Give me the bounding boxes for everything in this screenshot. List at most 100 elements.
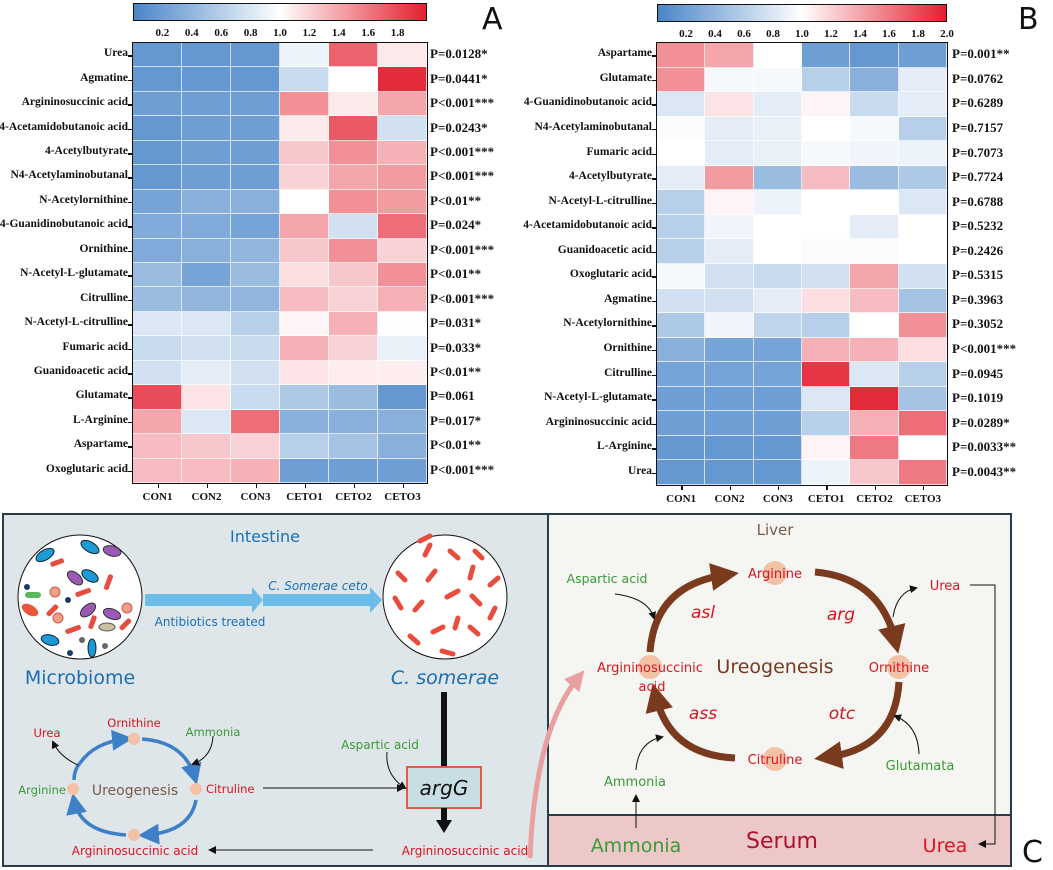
- row-tick: [652, 276, 657, 278]
- p-value: P=0.024*: [430, 217, 482, 233]
- column-label: CETO1: [286, 491, 323, 503]
- heatmap-cell: [753, 435, 802, 461]
- p-value: P=0.3052: [952, 316, 1004, 332]
- heatmap-cell: [280, 311, 329, 337]
- heatmap-cell: [753, 239, 802, 264]
- heatmap-cell: [850, 67, 899, 93]
- heatmap-cell: [133, 385, 182, 410]
- row-tick: [652, 472, 657, 475]
- heatmap-cell: [378, 385, 427, 410]
- heatmap-cell: [753, 190, 802, 215]
- row-tick: [128, 299, 133, 302]
- column-tick: [402, 483, 404, 488]
- column-label: CON3: [240, 491, 271, 503]
- heatmap-cell: [182, 238, 231, 263]
- heatmap-cell: [133, 263, 182, 288]
- urea-label-small: Urea: [33, 726, 60, 740]
- heatmap-cell: [231, 91, 280, 117]
- p-value: P=0.0289*: [952, 414, 1010, 430]
- row-tick: [652, 448, 657, 450]
- heatmap-cell: [657, 116, 706, 142]
- heatmap-cell: [329, 91, 378, 117]
- colorbar-tick-label: 2.0: [940, 28, 954, 40]
- heatmap-cell: [802, 386, 851, 412]
- heatmap-cell: [133, 91, 182, 117]
- heatmap-cell: [280, 116, 329, 141]
- colorbar-tick-label: 1.4: [331, 27, 346, 39]
- colorbar: [133, 3, 427, 21]
- heatmap-cell: [705, 239, 754, 264]
- row-tick: [128, 104, 133, 106]
- row-tick: [652, 153, 657, 155]
- heatmap-cell: [802, 141, 851, 166]
- heatmap-cell: [753, 386, 802, 412]
- heatmap-cell: [898, 411, 947, 436]
- heatmap-cell: [898, 43, 947, 68]
- row-label: N-Acetylornithine: [39, 193, 128, 206]
- heatmap-cell: [898, 239, 947, 264]
- ornithine-label: Ornithine: [869, 661, 929, 676]
- heatmap-cell: [378, 360, 427, 386]
- row-label: Argininosuccinic acid: [21, 96, 128, 109]
- colorbar-tick-label: 1.2: [824, 28, 838, 40]
- heatmap-cell: [378, 336, 427, 361]
- heatmap-cell: [329, 311, 378, 337]
- heatmap-cell: [753, 337, 802, 363]
- heatmap-cell: [280, 43, 329, 68]
- heatmap-cell: [657, 288, 706, 314]
- heatmap-cell: [898, 313, 947, 338]
- heatmap-cell: [802, 460, 851, 485]
- row-tick: [652, 55, 657, 57]
- row-label: 4-Guanidinobutanoic acid: [523, 96, 652, 109]
- heatmap-cell: [802, 67, 851, 93]
- row-tick: [128, 55, 133, 57]
- row-label: Oxoglutaric acid: [569, 268, 652, 281]
- p-value: P=0.031*: [430, 315, 482, 331]
- urea-label-serum: Urea: [923, 835, 968, 857]
- row-label: Agmatine: [604, 292, 652, 305]
- p-value: P=0.0043**: [952, 463, 1017, 479]
- row-label: Urea: [103, 47, 128, 60]
- heatmap-cell: [182, 311, 231, 337]
- p-value: P=0.061: [430, 388, 475, 404]
- product-label: Argininosuccinic acid: [402, 844, 528, 858]
- heatmap-cell: [898, 337, 947, 363]
- heatmap-cell: [802, 92, 851, 117]
- p-value: P=0.3963: [952, 291, 1004, 307]
- row-label: 4-Acetylbutyrate: [568, 170, 652, 183]
- heatmap-cell: [802, 411, 851, 436]
- ureogenesis-label-small: Ureogenesis: [92, 783, 178, 799]
- heatmap-cell: [231, 238, 280, 263]
- heatmap-cell: [182, 91, 231, 117]
- heatmap-cell: [850, 288, 899, 314]
- heatmap-cell: [133, 360, 182, 386]
- ammonia-label-liver: Ammonia: [604, 775, 666, 790]
- row-tick: [128, 348, 133, 351]
- row-label: Citrulline: [604, 366, 652, 379]
- row-label: L-Arginine: [597, 440, 652, 453]
- heatmap-cell: [898, 264, 947, 289]
- heatmap-cell: [657, 43, 706, 68]
- heatmap-cell: [280, 434, 329, 459]
- liver-title: Liver: [757, 521, 795, 539]
- p-value: P=0.0243*: [430, 119, 488, 135]
- heatmap-cell: [133, 140, 182, 166]
- heatmap-cell: [657, 337, 706, 363]
- p-value: P=0.0441*: [430, 70, 488, 86]
- row-tick: [652, 202, 657, 205]
- antibiotics-arrow-icon: [145, 587, 263, 613]
- column-tick: [922, 485, 925, 490]
- heatmap-cell: [898, 116, 947, 142]
- row-tick: [128, 275, 133, 277]
- p-value: P=0.0945: [952, 365, 1004, 381]
- heatmap-cell: [850, 190, 899, 215]
- heatmap-cell: [133, 43, 182, 68]
- colorbar-tick-label: 1.0: [273, 27, 287, 39]
- heatmap-cell: [378, 263, 427, 288]
- heatmap-cell: [705, 435, 754, 461]
- heatmap-cell: [657, 313, 706, 338]
- heatmap-cell: [657, 362, 706, 387]
- heatmap-cell: [378, 458, 427, 483]
- column-label: CON2: [191, 491, 222, 503]
- heatmap-cell: [133, 165, 182, 190]
